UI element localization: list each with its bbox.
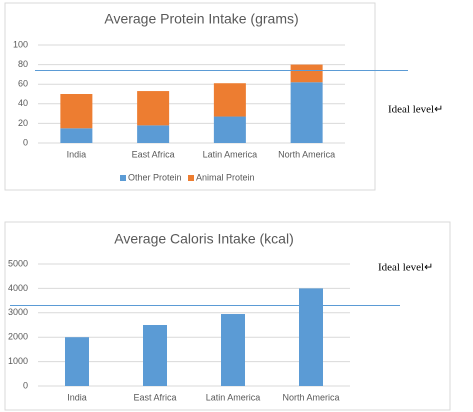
bar-segment [290,82,323,143]
chart-title: Average Caloris Intake (kcal) [114,231,293,247]
x-tick-label: North America [282,392,339,402]
bar-segment [137,91,170,126]
bar-segment [213,83,246,117]
y-tick-label: 60 [18,79,28,89]
x-tick-label: North America [278,149,335,159]
annotation: Ideal level↵ [388,104,443,116]
y-tick-label: 0 [23,380,28,390]
y-tick-label: 2000 [8,332,28,342]
x-tick-label: Latin America [206,392,261,402]
x-tick-label: East Africa [133,392,176,402]
chart-title: Average Protein Intake (grams) [104,11,298,27]
bar-segment [290,64,323,83]
bar-segment [60,94,93,129]
bar [299,288,323,386]
y-tick-label: 40 [18,98,28,108]
y-tick-label: 80 [18,59,28,69]
bar-segment [60,128,93,143]
legend-label: Animal Protein [196,172,255,182]
chart-frame [4,221,451,411]
x-tick-label: India [67,149,87,159]
x-tick-label: India [67,392,87,402]
x-tick-label: East Africa [132,149,175,159]
legend-swatch [188,175,194,181]
y-tick-label: 100 [13,39,28,49]
chart-frame [4,2,376,191]
y-tick-label: 3000 [8,307,28,317]
annotation: Ideal level↵ [378,262,433,274]
y-tick-label: 20 [18,118,28,128]
x-tick-label: Latin America [203,149,258,159]
bar [65,337,89,386]
bar [143,325,167,386]
legend-swatch [120,175,126,181]
y-tick-label: 0 [23,137,28,147]
legend-label: Other Protein [128,172,182,182]
bar-segment [213,116,246,143]
bar [221,314,245,386]
bar-segment [137,125,170,143]
y-tick-label: 5000 [8,258,28,268]
y-tick-label: 1000 [8,356,28,366]
y-tick-label: 4000 [8,283,28,293]
